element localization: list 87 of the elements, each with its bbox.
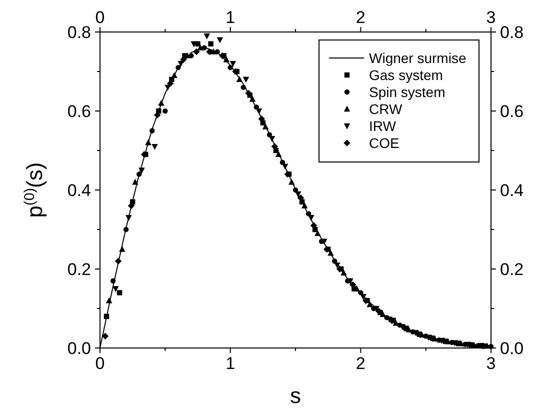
y2-tick-label: 0.2 bbox=[500, 260, 524, 279]
point bbox=[249, 96, 256, 102]
x-axis-title: s bbox=[290, 383, 301, 408]
point bbox=[158, 100, 164, 106]
point bbox=[152, 144, 158, 150]
y2-tick-label: 0.4 bbox=[500, 180, 524, 200]
point bbox=[380, 311, 386, 318]
point bbox=[288, 178, 295, 185]
y2-tick-label: 0.8 bbox=[500, 22, 524, 42]
legend-label: IRW bbox=[369, 118, 397, 134]
point bbox=[314, 230, 321, 236]
y-tick-label: 0.2 bbox=[67, 260, 91, 279]
point bbox=[223, 56, 230, 62]
point bbox=[444, 338, 452, 344]
x2-tick-label: 3 bbox=[486, 354, 496, 373]
point bbox=[145, 139, 152, 146]
y2-tick-label: 0.6 bbox=[500, 102, 524, 121]
point bbox=[202, 45, 207, 50]
point bbox=[112, 286, 119, 292]
point bbox=[340, 270, 347, 276]
point bbox=[154, 112, 161, 118]
point bbox=[282, 164, 288, 170]
point bbox=[162, 108, 168, 114]
point bbox=[347, 278, 354, 284]
point bbox=[254, 104, 259, 110]
point bbox=[366, 301, 373, 308]
point bbox=[275, 151, 282, 158]
point bbox=[228, 64, 233, 70]
point bbox=[150, 128, 155, 134]
legend-label: Spin system bbox=[369, 84, 446, 100]
point bbox=[271, 143, 278, 150]
point bbox=[176, 64, 181, 70]
point bbox=[240, 84, 246, 90]
point bbox=[308, 215, 314, 222]
legend-label: CRW bbox=[369, 100, 403, 117]
y-tick-label: 0.0 bbox=[67, 338, 91, 358]
point bbox=[104, 314, 110, 319]
point bbox=[310, 222, 318, 229]
point bbox=[114, 258, 122, 264]
point bbox=[360, 294, 366, 300]
y-tick-label: 0.4 bbox=[67, 180, 91, 200]
point bbox=[204, 33, 210, 40]
point bbox=[138, 168, 145, 174]
x2-tick-label: 2 bbox=[356, 354, 366, 373]
legend-label: Gas system bbox=[369, 66, 443, 83]
x2-tick-label: 1 bbox=[226, 354, 236, 373]
point bbox=[256, 108, 262, 114]
point bbox=[206, 48, 213, 56]
legend-label: COE bbox=[369, 134, 400, 151]
point bbox=[334, 262, 340, 268]
legend-label: Wigner surmise bbox=[369, 50, 466, 66]
point bbox=[126, 215, 132, 222]
point bbox=[197, 44, 204, 50]
point bbox=[302, 202, 308, 208]
point bbox=[242, 76, 250, 83]
point bbox=[110, 278, 116, 284]
point bbox=[262, 123, 269, 130]
point bbox=[354, 285, 360, 292]
point bbox=[230, 61, 236, 67]
point bbox=[258, 116, 265, 122]
point bbox=[136, 172, 142, 177]
point bbox=[328, 250, 334, 256]
point bbox=[214, 49, 220, 54]
point bbox=[119, 246, 126, 252]
y2-tick-label: 0.0 bbox=[500, 338, 524, 358]
x-tick-label: 1 bbox=[226, 8, 236, 27]
point bbox=[102, 332, 109, 340]
x2-tick-label: 0 bbox=[95, 354, 105, 373]
x-tick-label: 3 bbox=[486, 8, 496, 27]
y-tick-label: 0.6 bbox=[67, 102, 91, 121]
point bbox=[193, 48, 200, 56]
point bbox=[208, 41, 214, 46]
point bbox=[132, 178, 138, 185]
point bbox=[123, 226, 129, 232]
point bbox=[268, 136, 276, 142]
point bbox=[180, 56, 187, 64]
x-tick-label: 2 bbox=[356, 8, 366, 27]
point bbox=[294, 191, 302, 198]
point bbox=[236, 76, 243, 82]
point bbox=[106, 297, 112, 304]
point bbox=[458, 340, 464, 346]
point bbox=[116, 290, 122, 296]
point bbox=[470, 342, 478, 348]
point bbox=[171, 72, 178, 78]
y-tick-label: 0.8 bbox=[67, 22, 91, 42]
x-tick-label: 0 bbox=[95, 8, 105, 27]
point bbox=[216, 37, 224, 44]
